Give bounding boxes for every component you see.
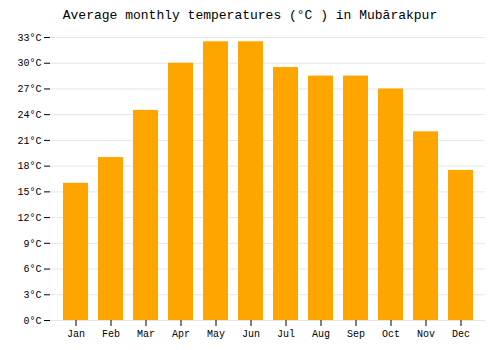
svg-text:33°C: 33°C (17, 33, 41, 44)
svg-text:24°C: 24°C (17, 110, 41, 121)
svg-text:9°C: 9°C (23, 239, 41, 250)
svg-text:Aug: Aug (312, 329, 330, 340)
svg-text:12°C: 12°C (17, 213, 41, 224)
svg-text:Apr: Apr (172, 329, 190, 340)
svg-text:Mar: Mar (137, 329, 155, 340)
svg-text:6°C: 6°C (23, 264, 41, 275)
svg-text:May: May (207, 329, 225, 340)
svg-text:Jan: Jan (67, 329, 85, 340)
svg-text:3°C: 3°C (23, 290, 41, 301)
svg-text:18°C: 18°C (17, 161, 41, 172)
svg-text:15°C: 15°C (17, 187, 41, 198)
svg-text:27°C: 27°C (17, 84, 41, 95)
svg-text:Jul: Jul (277, 329, 295, 340)
svg-text:Feb: Feb (102, 329, 120, 340)
svg-text:Sep: Sep (347, 329, 365, 340)
svg-text:Dec: Dec (452, 329, 470, 340)
svg-text:Nov: Nov (417, 329, 435, 340)
svg-text:Jun: Jun (242, 329, 260, 340)
svg-text:0°C: 0°C (23, 316, 41, 327)
svg-text:30°C: 30°C (17, 58, 41, 69)
svg-text:21°C: 21°C (17, 136, 41, 147)
html-text:Average monthly temperatures (: Average monthly temperatures (°C ) in Mu… (62, 8, 438, 23)
svg-text:Oct: Oct (382, 329, 400, 340)
